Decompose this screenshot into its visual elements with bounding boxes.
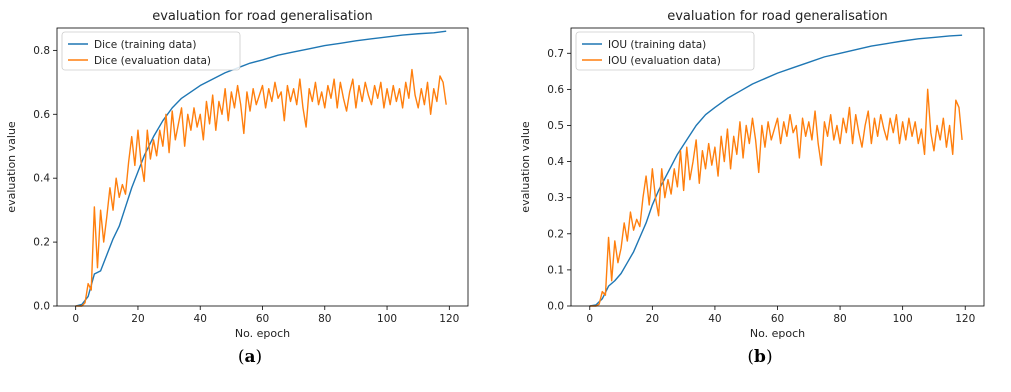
x-tick-label-a: 40: [194, 313, 207, 325]
legend-label-a-0: Dice (training data): [94, 39, 196, 51]
y-axis-label-a: evaluation value: [5, 121, 18, 213]
x-tick-label-a: 60: [256, 313, 269, 325]
y-tick-label-b: 0.5: [547, 120, 564, 132]
series-line-a-evaluation: [75, 68, 447, 307]
x-tick-label-a: 80: [318, 313, 331, 325]
legend-box-b: [575, 31, 755, 71]
y-tick-label-b: 0.6: [547, 84, 564, 96]
chart-title-a: evaluation for road generalisation: [152, 9, 373, 24]
chart-b: evaluation for road generalisation 0 20 40 6…: [519, 9, 985, 340]
series-line-b-training: [589, 34, 963, 307]
x-tick-label-a: 0: [72, 313, 79, 325]
y-tick-label-b: 0.7: [547, 48, 564, 60]
y-tick-label-b: 0.2: [547, 228, 564, 240]
y-tick-label-a: 0.8: [33, 45, 50, 57]
legend-label-a-1: Dice (evaluation data): [94, 55, 211, 67]
x-tick-label-a: 120: [439, 313, 459, 325]
y-tick-label-b: 0.1: [547, 264, 564, 276]
x-tick-label-b: 100: [893, 313, 913, 325]
x-axis-label-b: No. epoch: [750, 327, 805, 340]
y-tick-label-a: 0.0: [33, 301, 50, 313]
x-tick-label-b: 20: [646, 313, 659, 325]
caption-a: (a): [237, 347, 263, 367]
series-line-a-training: [75, 30, 447, 307]
legend-a: Dice (training data) Dice (evaluation dat…: [61, 31, 241, 71]
caption-b: (b): [747, 347, 773, 367]
y-tick-label-b: 0.4: [547, 156, 564, 168]
y-tick-label-a: 0.2: [33, 237, 50, 249]
y-tick-label-b: 0.0: [547, 301, 564, 313]
x-tick-label-a: 20: [131, 313, 144, 325]
chart-title-b: evaluation for road generalisation: [667, 9, 888, 24]
chart-panel-a: evaluation for road generalisation 0 20 40 6…: [0, 0, 505, 392]
y-tick-label-a: 0.6: [33, 109, 50, 121]
x-tick-label-b: 60: [771, 313, 784, 325]
y-tick-label-a: 0.4: [33, 173, 50, 185]
legend-box-a: [61, 31, 241, 71]
x-tick-label-b: 120: [955, 313, 975, 325]
legend-label-b-1: IOU (evaluation data): [608, 55, 721, 67]
legend-label-b-0: IOU (training data): [608, 39, 706, 51]
y-axis-label-b: evaluation value: [519, 121, 532, 213]
x-tick-label-a: 100: [377, 313, 397, 325]
chart-a: evaluation for road generalisation 0 20 40 6…: [5, 9, 469, 340]
x-axis-label-a: No. epoch: [235, 327, 290, 340]
chart-panel-b: evaluation for road generalisation 0 20 40 6…: [505, 0, 1011, 392]
x-tick-label-b: 40: [708, 313, 721, 325]
x-tick-label-b: 80: [833, 313, 846, 325]
x-tick-label-b: 0: [586, 313, 593, 325]
legend-b: IOU (training data) IOU (evaluation data): [575, 31, 755, 71]
y-tick-label-b: 0.3: [547, 192, 564, 204]
series-line-b-evaluation: [589, 88, 963, 307]
